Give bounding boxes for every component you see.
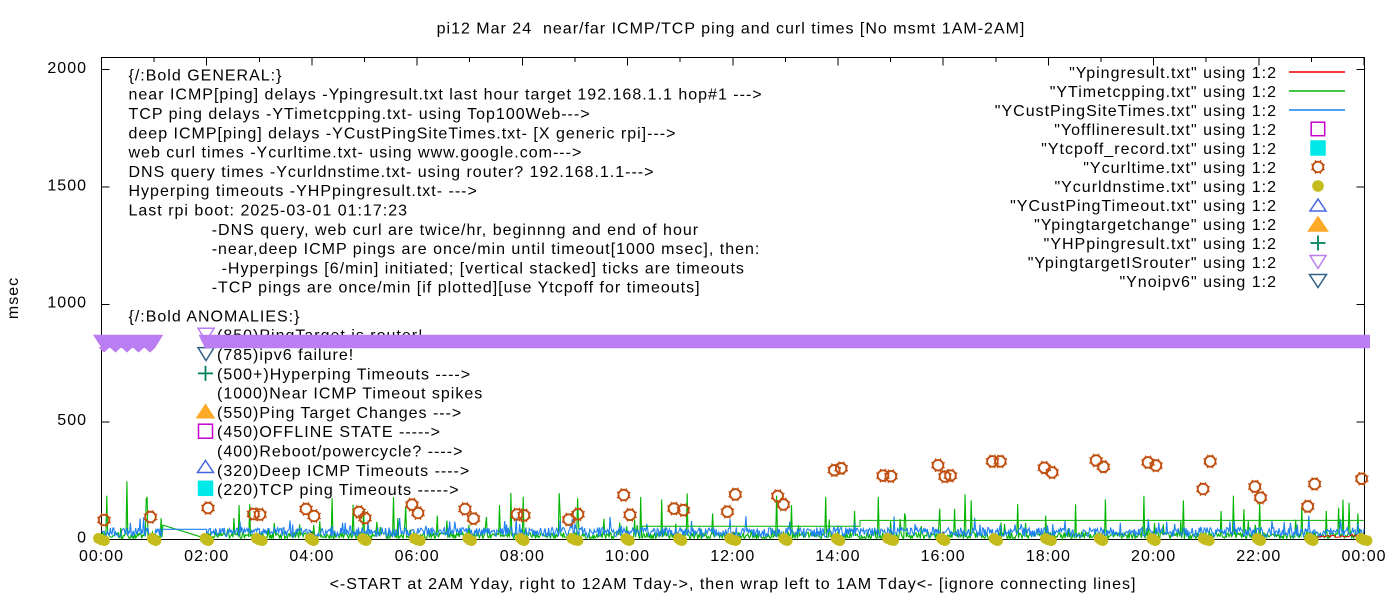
- svg-text:pi12 Mar 24 near/far ICMP/TCP: pi12 Mar 24 near/far ICMP/TCP ping and c…: [437, 21, 1026, 38]
- svg-text:0: 0: [77, 530, 87, 547]
- svg-text:"Ypingtargetchange" using 1:2: "Ypingtargetchange" using 1:2: [1034, 217, 1277, 234]
- svg-text:"YCustPingSiteTimes.txt" using: "YCustPingSiteTimes.txt" using 1:2: [995, 103, 1277, 120]
- svg-text:08:00: 08:00: [500, 548, 545, 565]
- svg-text:500: 500: [57, 412, 87, 429]
- svg-text:"Ypingresult.txt" using 1:2: "Ypingresult.txt" using 1:2: [1069, 65, 1277, 82]
- svg-text:"Yofflineresult.txt" using 1:2: "Yofflineresult.txt" using 1:2: [1054, 122, 1277, 139]
- svg-text:DNS query times -Ycurldnstime.: DNS query times -Ycurldnstime.txt- using…: [129, 164, 655, 181]
- svg-text:"YCustPingTimeout.txt" using 1: "YCustPingTimeout.txt" using 1:2: [1010, 198, 1277, 215]
- svg-text:18:00: 18:00: [1026, 548, 1071, 565]
- svg-text:2000: 2000: [47, 60, 87, 77]
- svg-text:"YTimetcpping.txt" using 1:2: "YTimetcpping.txt" using 1:2: [1050, 84, 1277, 101]
- svg-text:web curl times -Ycurltime.txt-: web curl times -Ycurltime.txt- using www…: [128, 145, 583, 162]
- svg-text:20:00: 20:00: [1131, 548, 1176, 565]
- svg-text:04:00: 04:00: [289, 548, 334, 565]
- svg-text:"YpingtargetISrouter" using 1:: "YpingtargetISrouter" using 1:2: [1028, 255, 1277, 272]
- svg-text:"Ycurltime.txt" using 1:2: "Ycurltime.txt" using 1:2: [1083, 160, 1277, 177]
- svg-text:-Hyperpings [6/min] initiated;: -Hyperpings [6/min] initiated; [vertical…: [222, 260, 745, 277]
- svg-text:-near,deep ICMP pings are once: -near,deep ICMP pings are once/min until…: [212, 241, 761, 258]
- svg-text:(550)Ping Target Changes --->: (550)Ping Target Changes --->: [217, 405, 462, 422]
- svg-text:10:00: 10:00: [605, 548, 650, 565]
- svg-text:00:00: 00:00: [79, 548, 124, 565]
- svg-text:-TCP pings are once/min [if pl: -TCP pings are once/min [if plotted][use…: [212, 280, 701, 297]
- svg-text:"Ytcpoff_record.txt" using 1:2: "Ytcpoff_record.txt" using 1:2: [1041, 141, 1277, 158]
- svg-text:22:00: 22:00: [1236, 548, 1281, 565]
- svg-text:(500+)Hyperping Timeouts ---->: (500+)Hyperping Timeouts ---->: [217, 366, 471, 383]
- svg-text:{/:Bold ANOMALIES:}: {/:Bold ANOMALIES:}: [129, 308, 301, 325]
- svg-text:deep ICMP[ping] delays -YCustP: deep ICMP[ping] delays -YCustPingSiteTim…: [129, 125, 677, 142]
- svg-text:Last rpi boot: 2025-03-01 01:1: Last rpi boot: 2025-03-01 01:17:23: [129, 203, 409, 220]
- svg-text:06:00: 06:00: [395, 548, 440, 565]
- svg-text:(320)Deep ICMP Timeouts ---->: (320)Deep ICMP Timeouts ---->: [217, 463, 470, 480]
- svg-text:-DNS query, web curl are twice: -DNS query, web curl are twice/hr, begin…: [212, 222, 699, 239]
- svg-text:"Ynoipv6" using 1:2: "Ynoipv6" using 1:2: [1119, 274, 1277, 291]
- svg-text:12:00: 12:00: [710, 548, 755, 565]
- svg-text:"YHPpingresult.txt" using 1:2: "YHPpingresult.txt" using 1:2: [1044, 236, 1277, 253]
- svg-text:(400)Reboot/powercycle? ---->: (400)Reboot/powercycle? ---->: [217, 444, 463, 461]
- svg-text:(1000)Near ICMP Timeout spikes: (1000)Near ICMP Timeout spikes: [217, 386, 483, 403]
- svg-text:{/:Bold GENERAL:}: {/:Bold GENERAL:}: [129, 67, 283, 84]
- svg-text:<-START at 2AM Yday, right to: <-START at 2AM Yday, right to 12AM Tday-…: [330, 576, 1137, 593]
- svg-text:16:00: 16:00: [921, 548, 966, 565]
- svg-text:"Ycurldnstime.txt" using 1:2: "Ycurldnstime.txt" using 1:2: [1054, 179, 1277, 196]
- svg-text:TCP ping delays -YTimetcpping.: TCP ping delays -YTimetcpping.txt- using…: [129, 106, 591, 123]
- svg-text:msec: msec: [5, 277, 22, 319]
- svg-text:00:00: 00:00: [1341, 548, 1386, 565]
- svg-text:(785)ipv6 failure!: (785)ipv6 failure!: [217, 347, 354, 364]
- svg-text:02:00: 02:00: [184, 548, 229, 565]
- svg-text:(220)TCP ping Timeouts ----->: (220)TCP ping Timeouts ----->: [217, 482, 460, 499]
- svg-text:14:00: 14:00: [815, 548, 860, 565]
- svg-text:1000: 1000: [47, 295, 87, 312]
- svg-text:1500: 1500: [47, 177, 87, 194]
- svg-text:Hyperping timeouts -YHPpingres: Hyperping timeouts -YHPpingresult.txt- -…: [129, 183, 478, 200]
- svg-text:near ICMP[ping] delays -Ypingr: near ICMP[ping] delays -Ypingresult.txt …: [129, 87, 763, 104]
- svg-text:(450)OFFLINE STATE ----->: (450)OFFLINE STATE ----->: [217, 424, 441, 441]
